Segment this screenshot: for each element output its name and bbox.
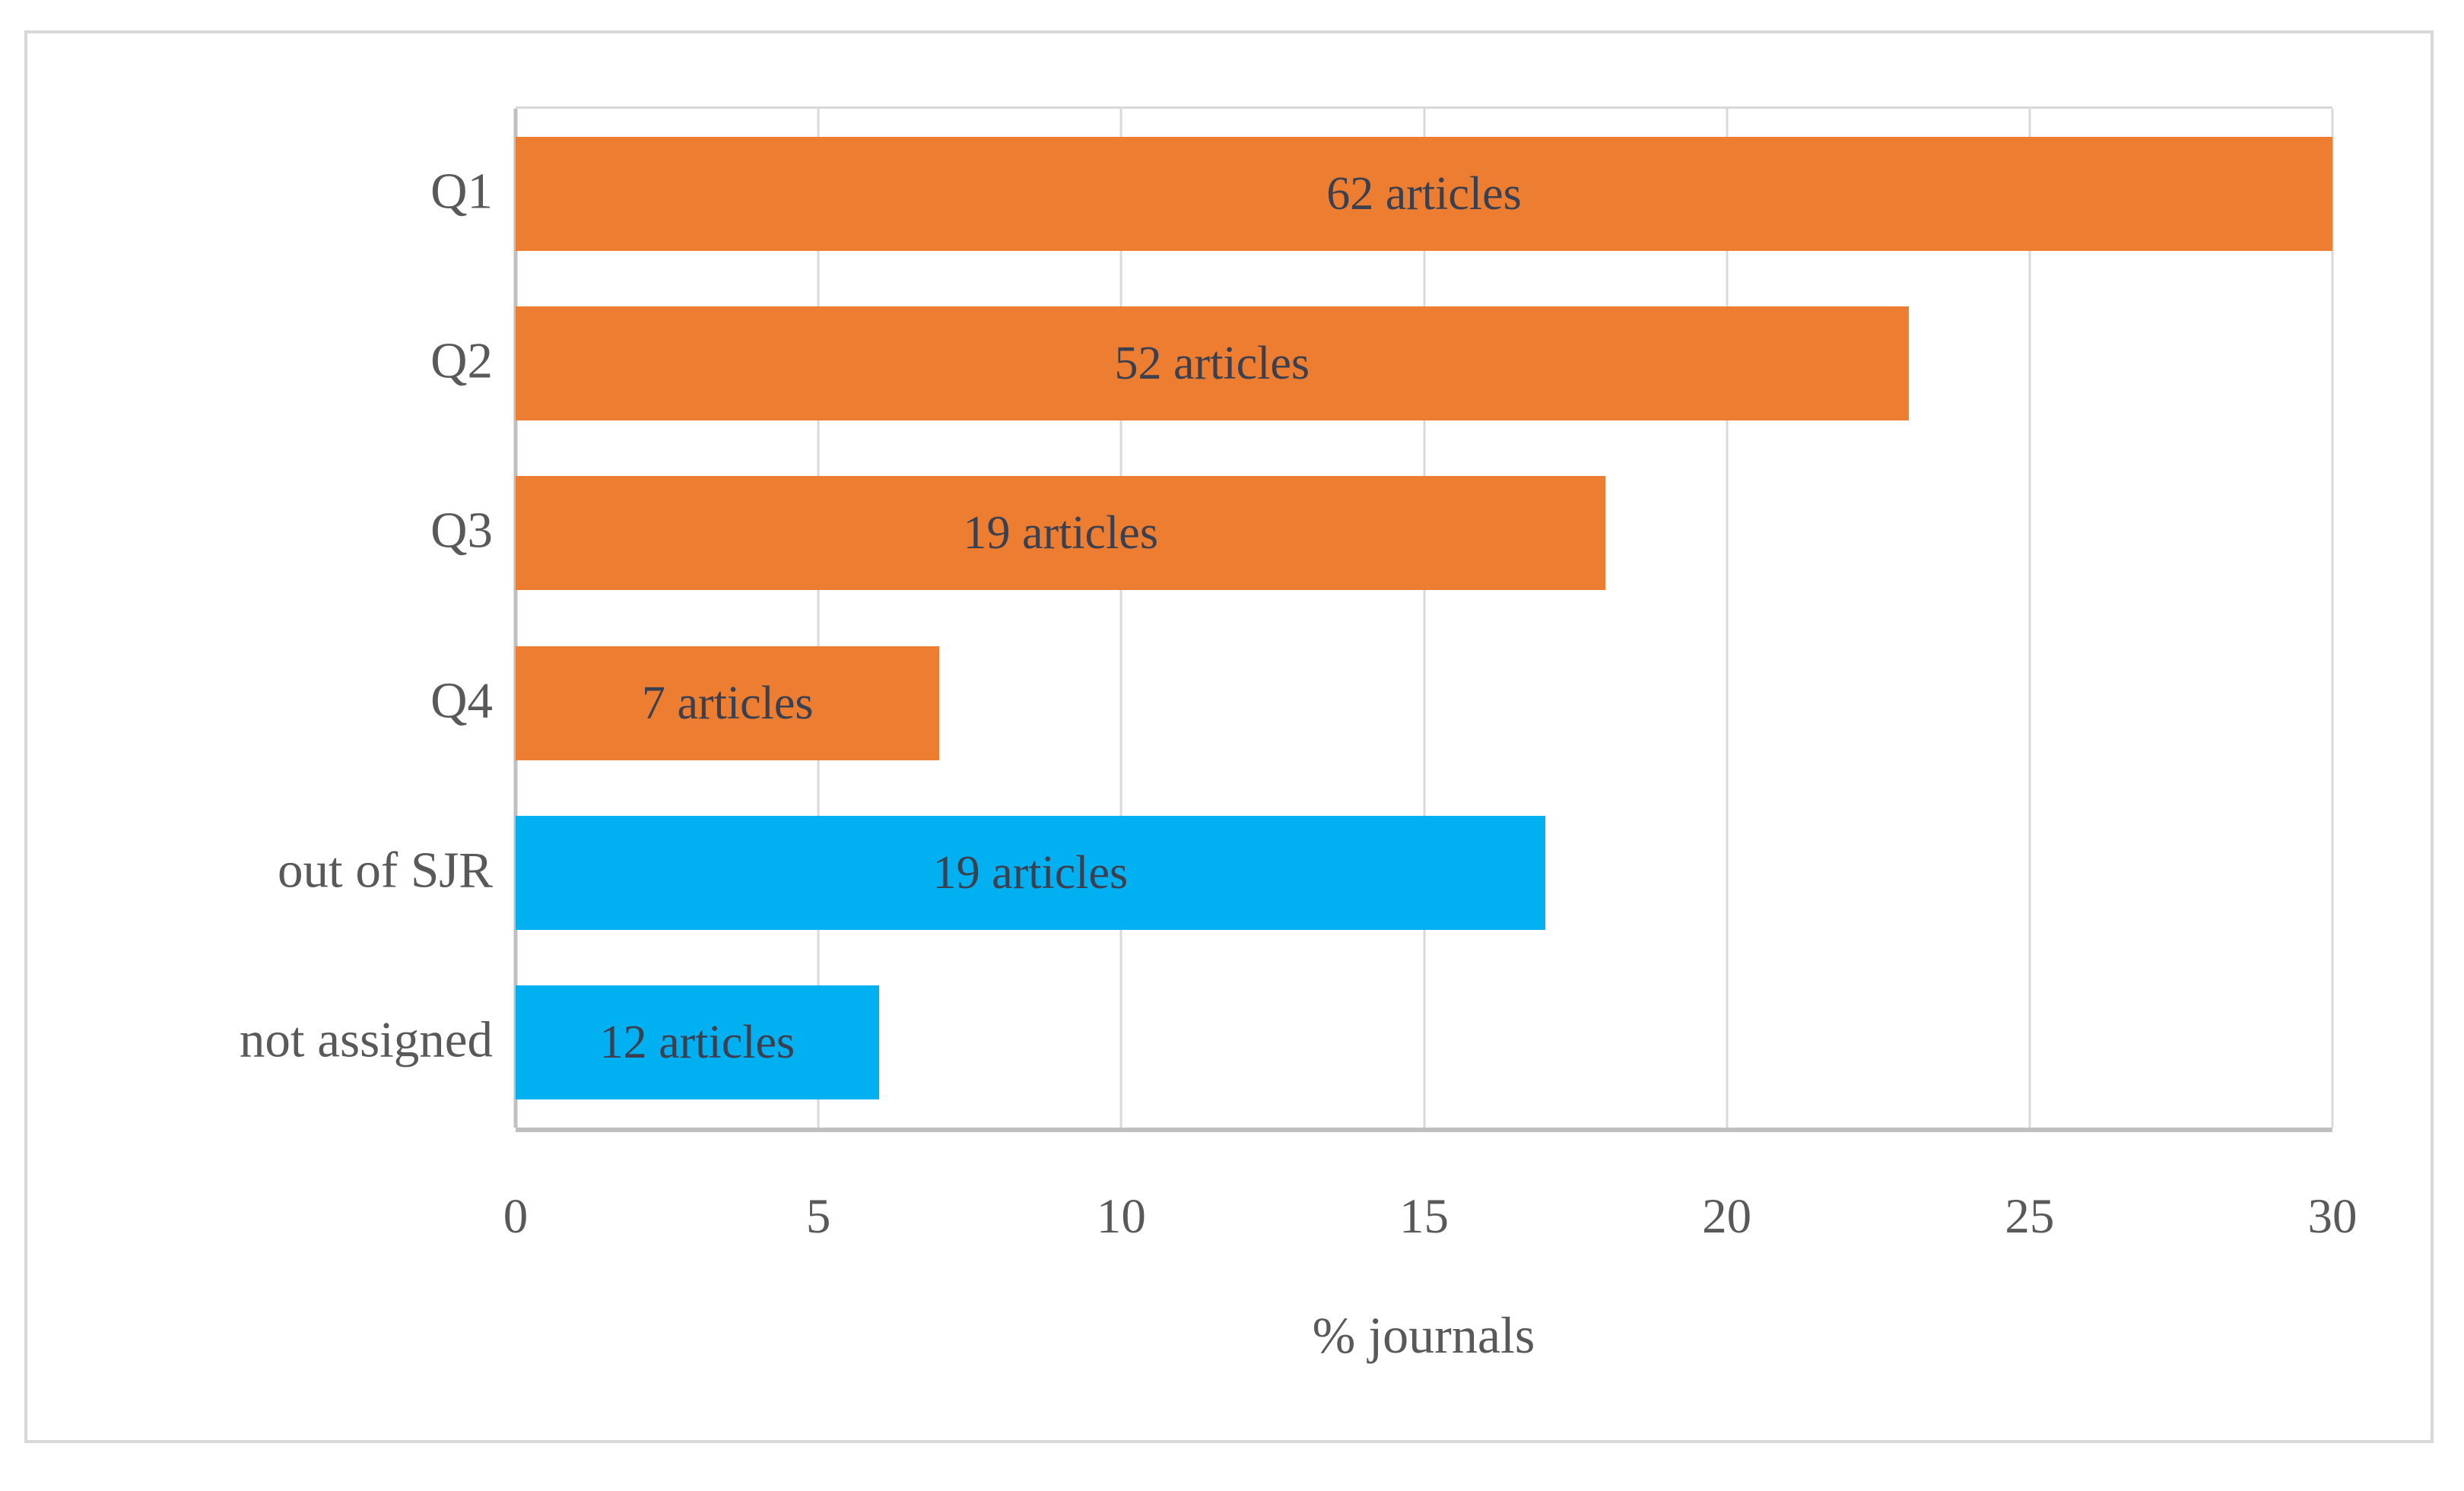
gridline-x-5 bbox=[817, 109, 820, 1128]
category-label-out-of-sjr: out of SJR bbox=[278, 842, 493, 899]
category-label-q3: Q3 bbox=[430, 502, 493, 559]
gridline-x-25 bbox=[2028, 109, 2031, 1128]
x-tick-20: 20 bbox=[1702, 1189, 1752, 1244]
bar-not-assigned: 12 articles bbox=[516, 985, 879, 1100]
x-tick-0: 0 bbox=[503, 1189, 529, 1244]
gridline-x-15 bbox=[1423, 109, 1425, 1128]
x-tick-30: 30 bbox=[2307, 1189, 2358, 1244]
x-tick-15: 15 bbox=[1399, 1189, 1449, 1244]
bar-label: 62 articles bbox=[1326, 167, 1522, 220]
bar-out-of-sjr: 19 articles bbox=[516, 816, 1545, 930]
x-tick-5: 5 bbox=[805, 1189, 831, 1244]
bar-q1: 62 articles bbox=[516, 136, 2332, 251]
category-label-q2: Q2 bbox=[430, 332, 493, 389]
x-axis-title: % journals bbox=[1312, 1306, 1535, 1364]
gridline-x-30 bbox=[2331, 109, 2334, 1128]
plot-area: 62 articles 52 articles 19 articles 7 artic… bbox=[513, 106, 2334, 1132]
bar-label: 52 articles bbox=[1114, 338, 1310, 389]
x-tick-25: 25 bbox=[2005, 1189, 2055, 1244]
gridline-x-20 bbox=[1726, 109, 1729, 1128]
bar-label: 12 articles bbox=[599, 1017, 795, 1069]
category-label-not-assigned: not assigned bbox=[239, 1011, 493, 1068]
bar-q3: 19 articles bbox=[516, 476, 1606, 591]
bar-label: 19 articles bbox=[932, 847, 1129, 899]
bar-q2: 52 articles bbox=[516, 306, 1909, 420]
gridline-x-10 bbox=[1119, 109, 1122, 1128]
bar-q4: 7 articles bbox=[516, 646, 940, 760]
category-label-q4: Q4 bbox=[430, 672, 493, 729]
figure-border bbox=[24, 30, 2434, 1443]
category-label-q1: Q1 bbox=[430, 163, 493, 220]
x-tick-10: 10 bbox=[1096, 1189, 1146, 1244]
bar-label: 7 articles bbox=[641, 677, 814, 729]
y-axis-line bbox=[513, 109, 518, 1128]
bar-label: 19 articles bbox=[963, 507, 1158, 560]
